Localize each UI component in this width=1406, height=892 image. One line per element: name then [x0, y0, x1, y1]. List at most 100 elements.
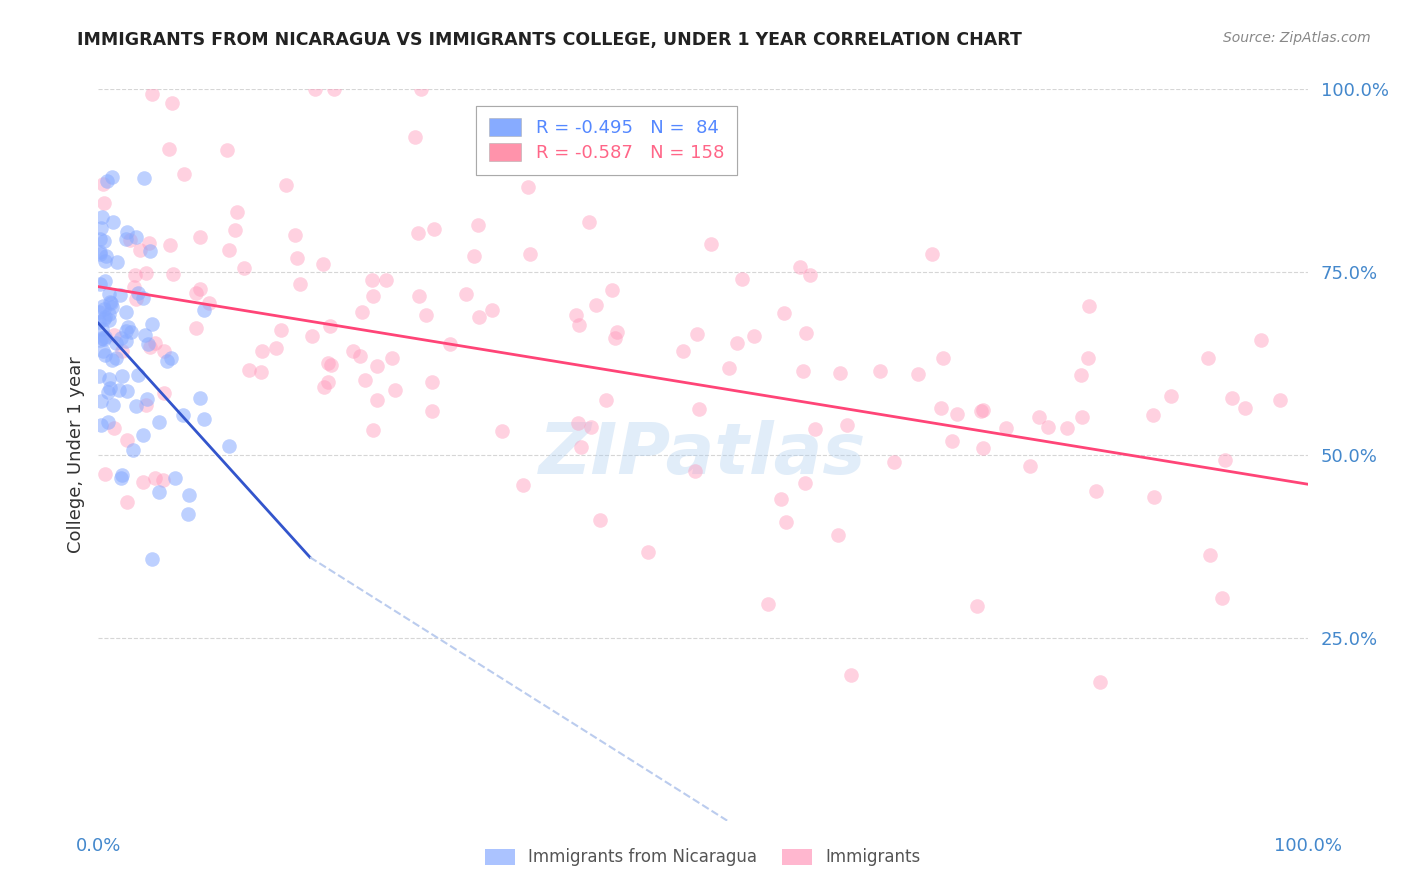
- Point: [929, 401, 952, 415]
- Point: [569, 440, 592, 454]
- Point: [89, 315, 111, 329]
- Text: IMMIGRANTS FROM NICARAGUA VS IMMIGRANTS COLLEGE, UNDER 1 YEAR CORRELATION CHART: IMMIGRANTS FROM NICARAGUA VS IMMIGRANTS …: [77, 31, 1022, 49]
- Point: [115, 334, 138, 348]
- Point: [93, 332, 115, 346]
- Point: [312, 379, 335, 393]
- Point: [93, 312, 115, 326]
- Point: [93, 310, 115, 325]
- Point: [173, 167, 195, 181]
- Point: [91, 210, 114, 224]
- Point: [1142, 409, 1164, 423]
- Point: [155, 353, 177, 368]
- Point: [252, 343, 274, 358]
- Point: [124, 268, 146, 283]
- Point: [420, 375, 443, 389]
- Point: [512, 478, 534, 492]
- Point: [94, 249, 117, 263]
- Point: [517, 180, 540, 194]
- Point: [564, 308, 586, 322]
- Point: [111, 468, 134, 483]
- Point: [97, 286, 120, 301]
- Point: [225, 204, 247, 219]
- Point: [103, 421, 125, 435]
- Point: [91, 177, 114, 191]
- Point: [366, 359, 388, 373]
- Point: [423, 222, 446, 236]
- Point: [188, 229, 211, 244]
- Point: [972, 402, 994, 417]
- Point: [789, 260, 811, 274]
- Point: [238, 363, 260, 377]
- Point: [883, 455, 905, 469]
- Point: [1085, 483, 1108, 498]
- Point: [301, 328, 323, 343]
- Point: [184, 286, 207, 301]
- Point: [1071, 409, 1094, 424]
- Point: [100, 169, 122, 184]
- Point: [101, 353, 124, 368]
- Point: [160, 351, 183, 365]
- Point: [835, 418, 858, 433]
- Point: [374, 273, 396, 287]
- Point: [122, 443, 145, 458]
- Point: [686, 326, 709, 341]
- Point: [972, 442, 994, 456]
- Point: [276, 178, 298, 193]
- Point: [316, 375, 339, 389]
- Point: [94, 274, 117, 288]
- Point: [804, 422, 827, 436]
- Point: [98, 307, 121, 321]
- Point: [585, 298, 607, 312]
- Point: [349, 349, 371, 363]
- Point: [637, 545, 659, 559]
- Point: [699, 237, 721, 252]
- Point: [731, 272, 754, 286]
- Point: [869, 364, 891, 378]
- Point: [184, 321, 207, 335]
- Point: [579, 420, 602, 434]
- Point: [224, 222, 246, 236]
- Point: [138, 235, 160, 250]
- Legend: Immigrants from Nicaragua, Immigrants: Immigrants from Nicaragua, Immigrants: [477, 840, 929, 875]
- Point: [578, 215, 600, 229]
- Point: [688, 402, 710, 417]
- Point: [672, 343, 695, 358]
- Point: [91, 299, 114, 313]
- Point: [97, 372, 120, 386]
- Point: [1090, 674, 1112, 689]
- Point: [266, 341, 288, 355]
- Point: [103, 328, 125, 343]
- Point: [159, 237, 181, 252]
- Point: [467, 218, 489, 232]
- Point: [316, 356, 339, 370]
- Point: [117, 320, 139, 334]
- Point: [463, 249, 485, 263]
- Point: [162, 268, 184, 282]
- Point: [1070, 368, 1092, 382]
- Point: [101, 300, 124, 314]
- Point: [125, 292, 148, 306]
- Point: [408, 288, 430, 302]
- Point: [111, 368, 134, 383]
- Point: [104, 336, 127, 351]
- Point: [132, 291, 155, 305]
- Y-axis label: College, Under 1 year: College, Under 1 year: [66, 357, 84, 553]
- Point: [1077, 351, 1099, 366]
- Point: [188, 391, 211, 405]
- Point: [93, 330, 115, 344]
- Point: [946, 407, 969, 421]
- Point: [91, 331, 114, 345]
- Point: [567, 417, 589, 431]
- Point: [1213, 452, 1236, 467]
- Point: [143, 336, 166, 351]
- Point: [98, 313, 121, 327]
- Point: [152, 386, 174, 401]
- Point: [198, 295, 221, 310]
- Point: [323, 82, 346, 96]
- Point: [97, 415, 120, 429]
- Point: [775, 515, 797, 529]
- Point: [352, 304, 374, 318]
- Point: [115, 384, 138, 398]
- Text: Source: ZipAtlas.com: Source: ZipAtlas.com: [1223, 31, 1371, 45]
- Point: [124, 229, 146, 244]
